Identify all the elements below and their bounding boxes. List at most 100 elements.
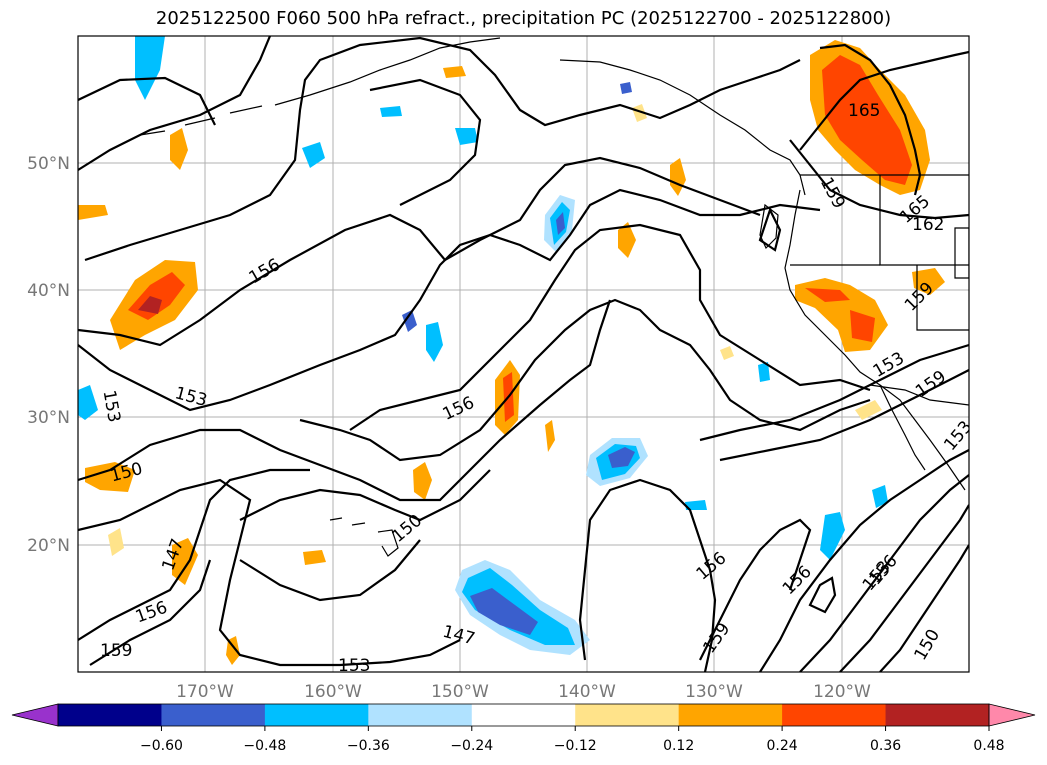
- coastlines: [139, 37, 969, 557]
- precip-area-small-blue-4: [820, 512, 845, 560]
- lon-tick-label: 160°W: [304, 682, 362, 702]
- colorbar-tick-label: 0.36: [870, 738, 901, 754]
- colorbar-tick-label: −0.36: [347, 738, 390, 754]
- precip-area-small-9: [303, 550, 326, 565]
- alaska-coast: [274, 37, 806, 196]
- contour-159-east: [699, 518, 812, 661]
- contour-165: [819, 43, 922, 196]
- contour-153-upper: [78, 188, 821, 412]
- precip-area-small-blue-2: [302, 142, 325, 168]
- colorbar-cell: [471, 704, 576, 726]
- precip-core-central-east: [608, 447, 635, 468]
- contour-vancouver-loop: [758, 207, 782, 252]
- precip-core-south-large: [470, 588, 538, 635]
- map-area: [78, 36, 969, 672]
- contour-147: [239, 539, 421, 602]
- precip-area-small-4: [618, 222, 636, 258]
- state-box: [954, 227, 969, 279]
- precip-area-small-blue-11: [620, 82, 632, 94]
- precip-area-south-large-inner: [462, 568, 575, 645]
- contour-156-south: [78, 468, 310, 641]
- vancouver-island: [759, 203, 779, 250]
- precip-area-small-3: [172, 538, 198, 585]
- colorbar-tick-label: 0.24: [767, 738, 798, 754]
- precip-area-small-11: [545, 420, 555, 452]
- colorbar-cell: [678, 704, 783, 726]
- precip-area-small-blue-3: [78, 385, 98, 420]
- contour-label: 162: [912, 215, 944, 235]
- contour-150-south: [239, 469, 491, 522]
- precip-area-small-14: [720, 346, 734, 360]
- contour-156-central: [349, 223, 871, 431]
- precip-area-small-2: [413, 462, 432, 500]
- lon-tick-label: 140°W: [558, 682, 616, 702]
- colorbar-cell: [58, 704, 162, 726]
- contour-153-southeast: [799, 474, 969, 672]
- colorbar-cell: [782, 704, 887, 726]
- contour-loop-northwest: [78, 76, 216, 126]
- contour-162: [799, 50, 969, 151]
- precip-area-small-blue-8: [685, 500, 707, 510]
- hawaiian-islands: [329, 517, 399, 557]
- baja-california: [879, 384, 926, 471]
- precip-area-small-6: [912, 268, 945, 295]
- colorbar-tick-label: −0.48: [243, 738, 286, 754]
- contour-159-upper: [78, 36, 272, 171]
- contour-150-southeast-2: [839, 504, 969, 672]
- colorbar-tick-label: −0.12: [554, 738, 597, 754]
- colorbar-tick-label: −0.60: [140, 738, 183, 754]
- lon-tick-label: 150°W: [431, 682, 489, 702]
- precip-area-small-blue-1: [426, 322, 443, 362]
- precip-area-south-west: [85, 462, 135, 492]
- colorbar-extend-high: [988, 703, 1036, 727]
- us-internal-border-3: [916, 265, 969, 331]
- contour-156-southeast: [759, 449, 969, 672]
- colorbar: −0.60 −0.48 −0.36 −0.24 −0.12 0.12 0.24 0.36 0.4…: [11, 703, 1036, 754]
- precip-core-california: [805, 288, 875, 342]
- colorbar-cell: [885, 704, 990, 726]
- precip-area-small-blue-6: [402, 310, 417, 332]
- colorbar-cell: [368, 704, 473, 726]
- colorbar-outline: [57, 703, 990, 727]
- colorbar-tick-label: 0.12: [663, 738, 694, 754]
- contour-153-east-1: [699, 343, 969, 442]
- contour-159-north: [789, 139, 969, 220]
- colorbar-cell: [161, 704, 266, 726]
- contour-159-south: [89, 559, 212, 666]
- contour-label: 165: [848, 101, 880, 121]
- lat-tick-label: 30°N: [27, 408, 70, 428]
- contour-156-east: [578, 478, 717, 672]
- precip-area-small-blue-5: [455, 128, 478, 145]
- contour-150-central: [78, 299, 612, 502]
- us-mexico-border: [869, 384, 969, 406]
- contour-153-central: [299, 298, 871, 462]
- north-america-west-coast: [784, 189, 966, 491]
- precip-area-small-15: [108, 528, 124, 556]
- lat-tick-label: 50°N: [27, 154, 70, 174]
- colorbar-tick-label: 0.48: [973, 738, 1004, 754]
- contour-label: 153: [338, 656, 370, 676]
- contour-156-upper: [84, 36, 801, 262]
- precip-area-small-1: [170, 128, 188, 170]
- colorbar-extend-low: [11, 703, 59, 727]
- lon-tick-label: 170°W: [176, 682, 234, 702]
- precip-negative-areas: [78, 36, 888, 655]
- longitude-tick-labels: 170°W 160°W 150°W 140°W 130°W 120°W: [176, 682, 871, 702]
- lat-tick-label: 20°N: [27, 536, 70, 556]
- precip-area-small-10: [443, 66, 466, 78]
- precip-area-northwest: [135, 36, 165, 100]
- precip-max-central-pacific-west: [138, 296, 162, 314]
- map-border: [77, 35, 970, 673]
- precip-area-small-13: [855, 400, 882, 420]
- lon-tick-label: 130°W: [685, 682, 743, 702]
- plot-title: 2025122500 F060 500 hPa refract., precip…: [155, 8, 892, 29]
- refractivity-contours: [78, 36, 969, 672]
- contour-150-southeast: [879, 544, 969, 672]
- precip-core-northeast: [822, 55, 912, 185]
- colorbar-tick-label: −0.24: [450, 738, 493, 754]
- precip-area-small-blue-10: [380, 106, 402, 117]
- precip-core-central-north: [556, 212, 565, 235]
- colorbar-cell: [575, 704, 680, 726]
- contour-153-east-2: [719, 369, 969, 462]
